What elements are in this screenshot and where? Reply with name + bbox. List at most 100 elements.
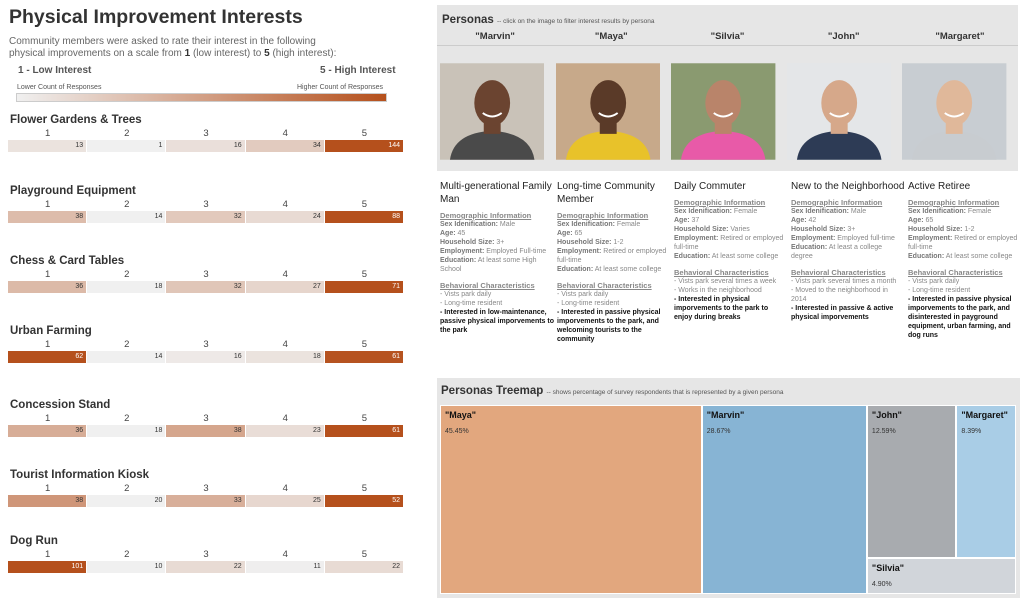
demographic-row: Employment: Retired or employed full-tim… (557, 247, 671, 265)
treemap-tile[interactable]: "Silvia" 4.90% (866, 558, 1016, 594)
scale-labels: 1 2 3 4 5 (8, 549, 404, 560)
response-cell[interactable]: 22 (324, 561, 405, 573)
scale-number: 4 (282, 128, 288, 139)
scale-number: 5 (361, 269, 368, 280)
response-cell[interactable]: 18 (245, 351, 325, 363)
scale-number: 3 (203, 413, 209, 424)
age-label: Age: (557, 230, 573, 237)
scale-number: 2 (124, 549, 130, 560)
response-bars: 101 10 22 11 22 (8, 561, 405, 573)
persona-photo[interactable] (440, 63, 545, 160)
response-cell[interactable]: 61 (324, 351, 405, 363)
behavior-item: - Vists park several times a month (791, 278, 897, 285)
age-value: 42 (808, 217, 817, 224)
scale-number: 2 (124, 269, 130, 280)
scale-labels: 1 2 3 4 5 (8, 483, 404, 494)
education-value: At least some High School (440, 257, 537, 273)
age-label: Age: (908, 217, 924, 224)
response-cell[interactable]: 14 (87, 211, 167, 223)
sex-label: Sex Idenification: (557, 221, 615, 228)
persona-photo[interactable] (786, 63, 892, 160)
persona-photo[interactable] (671, 63, 776, 160)
persona-title: New to the Neighborhood (791, 181, 905, 192)
treemap-tile[interactable]: "John" 12.59% (866, 405, 957, 559)
persona-name[interactable]: "Margaret" (935, 31, 985, 42)
response-cell[interactable]: 34 (245, 140, 325, 152)
demographic-row: Household Size: 1-2 (908, 225, 1022, 234)
scale-number: 4 (282, 549, 288, 560)
scale-number: 1 (44, 128, 51, 139)
response-cell[interactable]: 61 (324, 425, 405, 437)
response-cell[interactable]: 32 (166, 211, 246, 223)
response-cell[interactable]: 1 (87, 140, 167, 152)
response-cell[interactable]: 33 (166, 495, 246, 507)
treemap-tile[interactable]: "Maya" 45.45% (440, 405, 702, 594)
demographic-row: Employment: Retired or employed full-tim… (674, 234, 788, 252)
high-interest-label: 5 - High Interest (320, 65, 396, 76)
scale-number: 2 (124, 199, 130, 210)
tile-percent: 8.39% (961, 428, 982, 435)
persona-name[interactable]: "Maya" (594, 31, 628, 42)
persona-descriptions: Multi-generational Family Man Demographic… (437, 180, 1022, 375)
scale-number: 3 (203, 269, 209, 280)
employment-value: Employed Full-time (486, 248, 547, 255)
sex-label: Sex Idenification: (908, 208, 966, 215)
treemap-tile[interactable]: "Marvin" 28.67% (701, 405, 867, 594)
scale-number: 5 (361, 549, 368, 560)
response-cell[interactable]: 32 (166, 281, 246, 293)
response-cell[interactable]: 11 (245, 561, 325, 573)
response-cell[interactable]: 62 (8, 351, 88, 363)
demographic-row: Age: 45 (440, 229, 554, 238)
demographic-row: Sex Idenification: Female (908, 207, 1022, 216)
scale-number: 1 (44, 199, 51, 210)
response-cell[interactable]: 16 (166, 140, 246, 152)
response-cell[interactable]: 36 (8, 281, 88, 293)
persona-name[interactable]: "Marvin" (475, 31, 515, 42)
employment-value: Retired or employed full-time (908, 235, 1018, 251)
response-cell[interactable]: 23 (245, 425, 325, 437)
behavior-item: - Long-time resident (557, 300, 620, 307)
scale-number: 1 (44, 339, 51, 350)
response-cell[interactable]: 25 (245, 495, 325, 507)
response-cell[interactable]: 18 (87, 425, 167, 437)
response-cell[interactable]: 144 (324, 140, 405, 152)
tile-name: "Maya" (445, 410, 477, 420)
person-portrait-icon (671, 63, 776, 160)
response-cell[interactable]: 101 (8, 561, 88, 573)
persona-photo[interactable] (902, 63, 1007, 160)
response-cell[interactable]: 24 (245, 211, 325, 223)
response-cell[interactable]: 27 (245, 281, 325, 293)
response-cell[interactable]: 16 (166, 351, 246, 363)
response-cell[interactable]: 14 (87, 351, 167, 363)
persona-name[interactable]: "John" (827, 31, 860, 42)
interest-summary: - Interested in low-maintenance, passive… (440, 309, 554, 334)
response-cell[interactable]: 20 (87, 495, 167, 507)
household-value: Varies (730, 226, 750, 233)
demographic-row: Sex Idenification: Male (791, 207, 905, 216)
household-value: 3+ (496, 239, 505, 246)
persona-description: Long-time Community Member Demographic In… (554, 180, 671, 375)
response-cell[interactable]: 71 (324, 281, 405, 293)
education-value: At least some college (711, 253, 779, 260)
response-cell[interactable]: 38 (8, 495, 88, 507)
scale-number: 2 (124, 339, 130, 350)
treemap-tile[interactable]: "Margaret" 8.39% (956, 405, 1016, 559)
response-cell[interactable]: 10 (87, 561, 167, 573)
persona-photo[interactable] (555, 63, 660, 160)
response-cell[interactable]: 18 (87, 281, 167, 293)
response-cell[interactable]: 22 (166, 561, 246, 573)
tile-percent: 45.45% (445, 428, 469, 435)
behavior-item: - Vists park daily (908, 278, 960, 285)
item-title: Flower Gardens & Trees (10, 114, 142, 126)
response-cell[interactable]: 38 (166, 425, 246, 437)
response-cell[interactable]: 38 (8, 211, 88, 223)
age-value: 37 (691, 217, 700, 224)
age-label: Age: (674, 217, 690, 224)
employment-value: Employed full-time (837, 235, 895, 242)
behavior-item: - Moved to the neighborhood in 2014 (791, 287, 888, 303)
response-cell[interactable]: 88 (324, 211, 405, 223)
response-cell[interactable]: 36 (8, 425, 88, 437)
response-cell[interactable]: 13 (8, 140, 88, 152)
persona-name[interactable]: "Silvia" (710, 31, 745, 42)
response-cell[interactable]: 52 (324, 495, 405, 507)
